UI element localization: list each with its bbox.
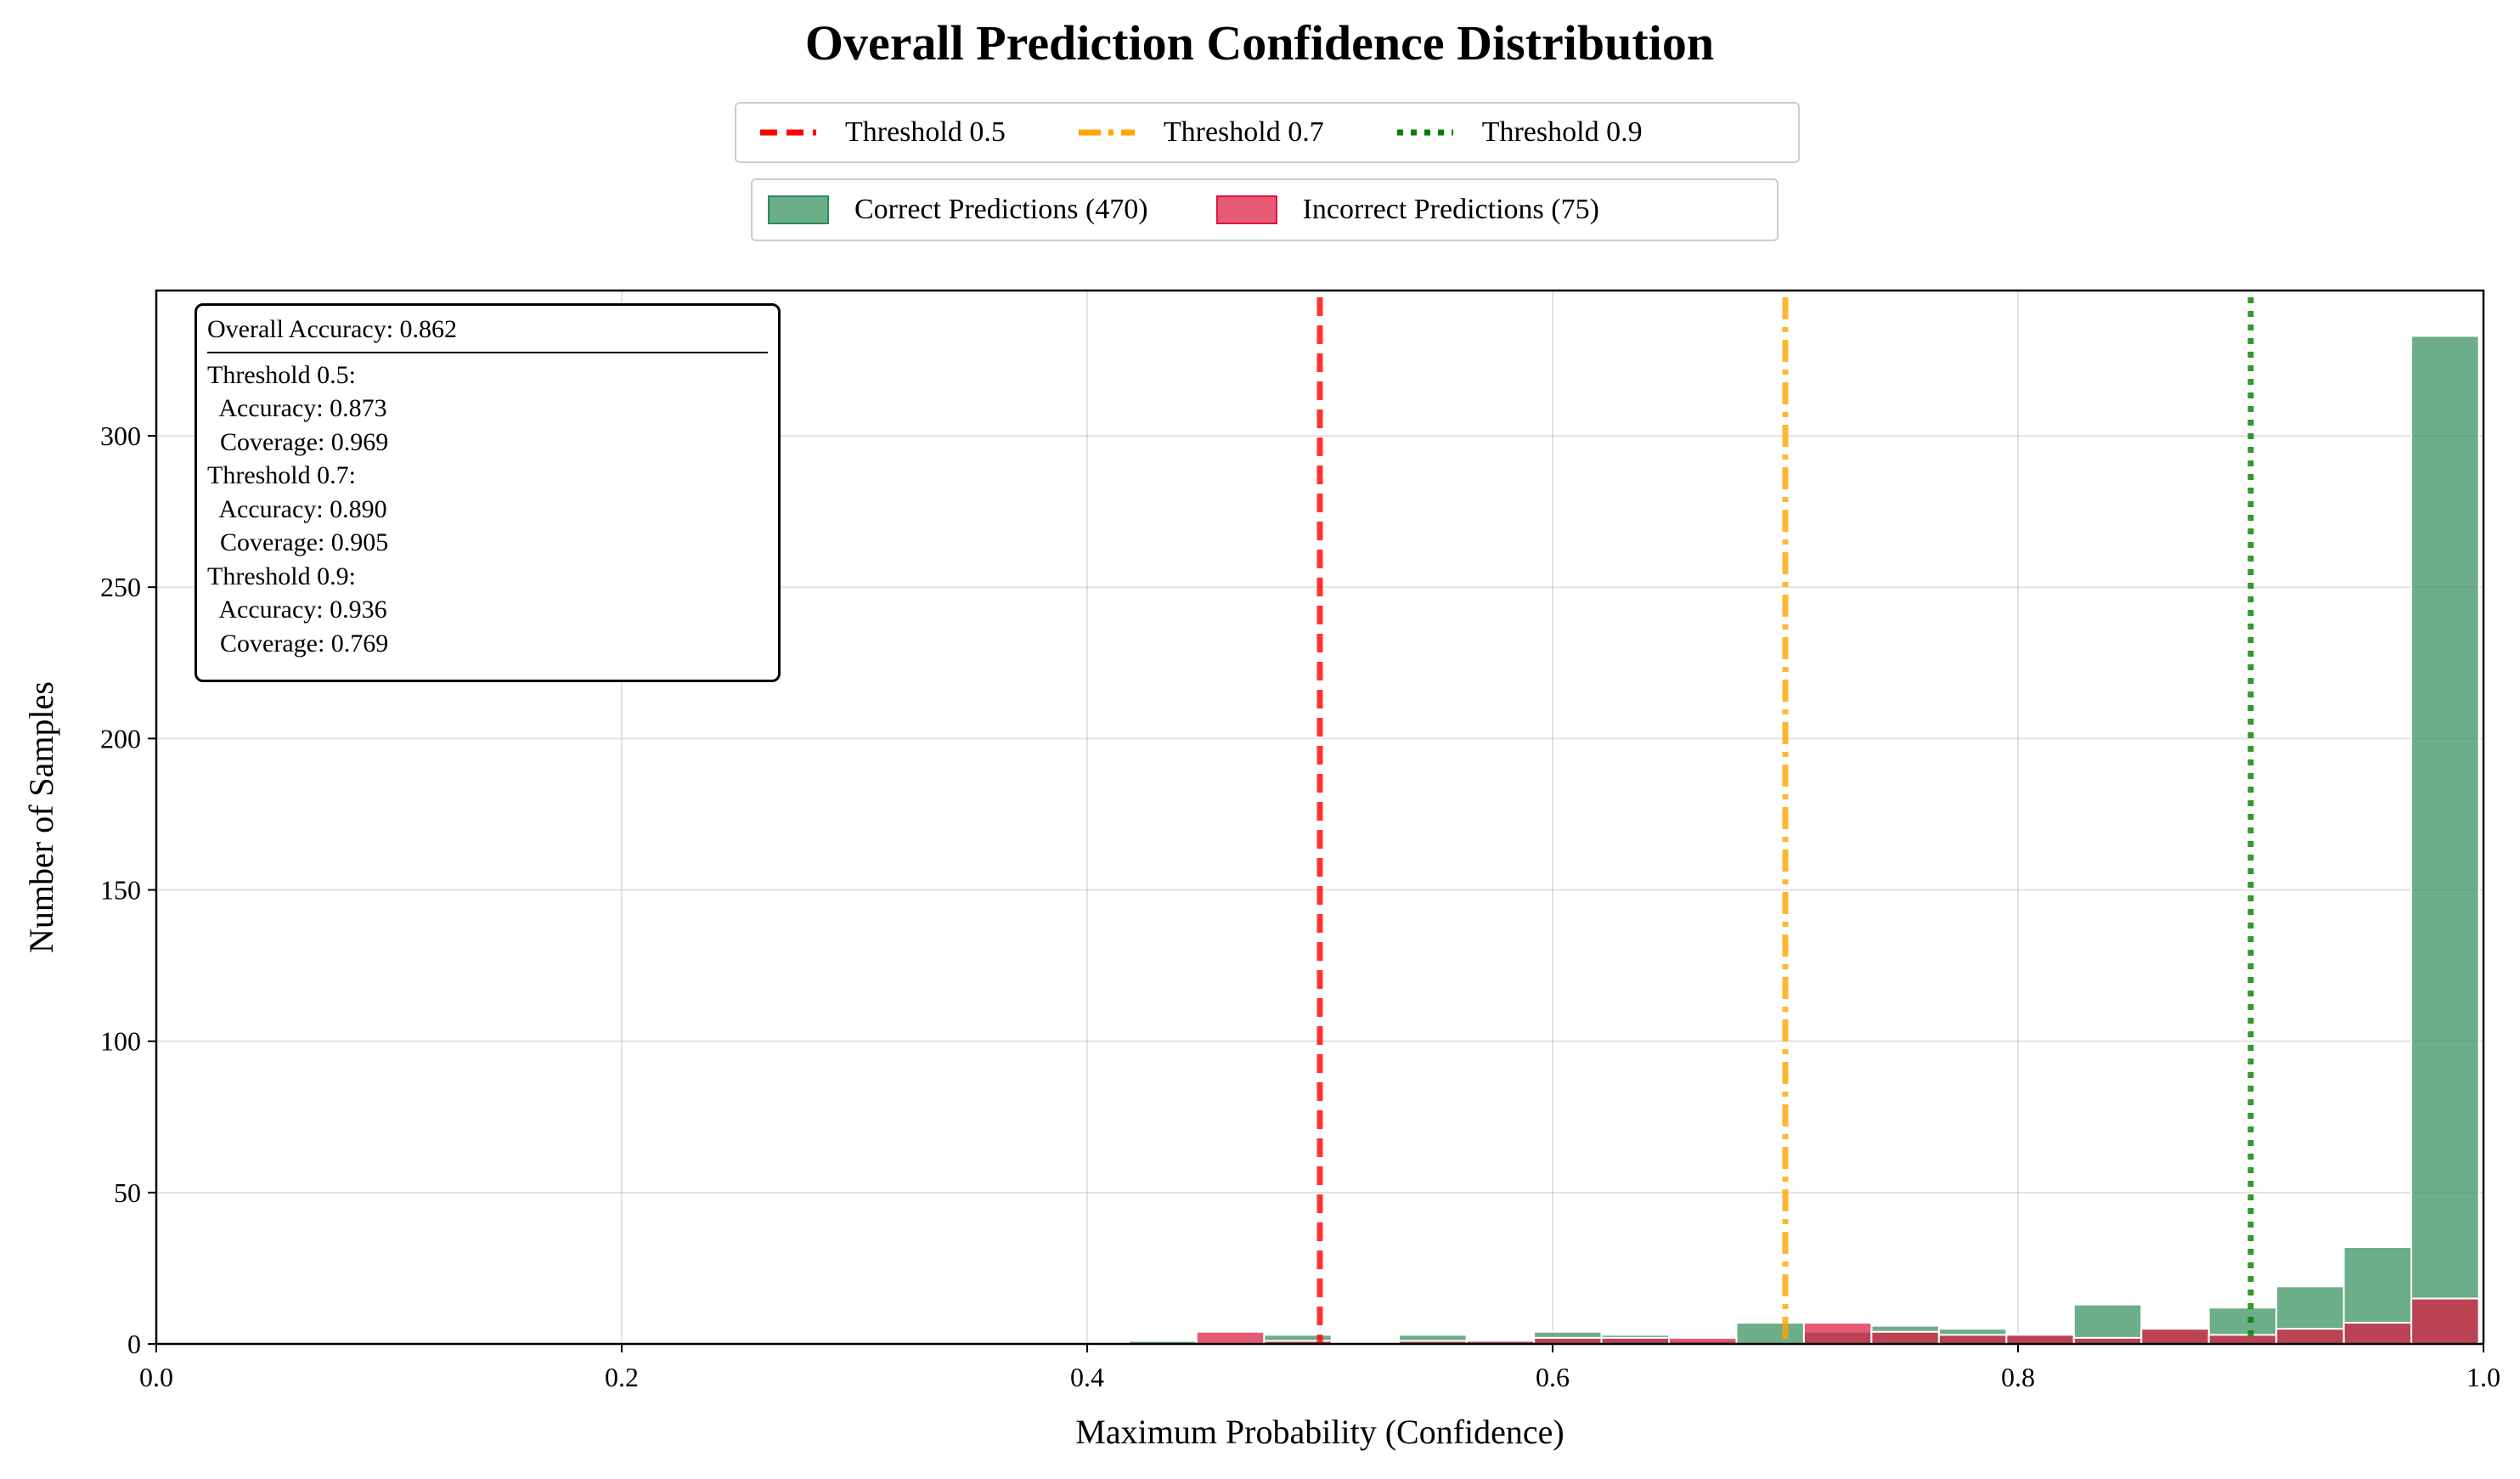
x-tick-label: 0.6	[1536, 1362, 1570, 1392]
y-tick-label: 150	[100, 875, 141, 906]
stats-line: Accuracy: 0.936	[207, 596, 387, 624]
stats-line: Coverage: 0.969	[207, 427, 389, 456]
dashdot-line-swatch-icon	[1078, 129, 1135, 136]
incorrect-bar	[2342, 1322, 2413, 1346]
y-tick-label: 200	[100, 723, 141, 754]
prediction-legend: Correct Predictions (470) Incorrect Pred…	[751, 178, 1779, 241]
stats-divider	[207, 351, 768, 353]
legend-label: Threshold 0.5	[845, 116, 1006, 148]
y-tick-label: 0	[127, 1329, 141, 1359]
stats-line: Threshold 0.5:	[207, 360, 356, 389]
legend-label: Threshold 0.9	[1481, 116, 1643, 148]
x-tick-label: 0.4	[1070, 1362, 1104, 1392]
y-tick-label: 50	[114, 1177, 141, 1208]
y-axis-label: Number of Samples	[22, 681, 60, 953]
stats-line: Coverage: 0.769	[207, 629, 389, 658]
incorrect-bar	[1870, 1330, 1940, 1345]
legend-label: Correct Predictions (470)	[854, 194, 1148, 225]
threshold-lines	[1316, 297, 2254, 1344]
y-tick-label: 250	[100, 572, 141, 602]
stats-line: Coverage: 0.905	[207, 528, 389, 556]
chart-title: Overall Prediction Confidence Distributi…	[805, 15, 1714, 71]
plot-frame	[155, 289, 2485, 1346]
x-axis-label: Maximum Probability (Confidence)	[1075, 1413, 1564, 1451]
threshold-legend: Threshold 0.5 Threshold 0.7 Threshold 0.…	[735, 102, 1800, 163]
stats-box: Overall Accuracy: 0.862 Threshold 0.5: A…	[194, 303, 781, 682]
incorrect-swatch-icon	[1215, 195, 1277, 224]
incorrect-bar	[2410, 1297, 2480, 1346]
legend-entry-correct: Correct Predictions (470)	[768, 194, 1148, 226]
legend-label: Threshold 0.7	[1163, 116, 1324, 148]
dashed-line-swatch-icon	[760, 129, 816, 136]
correct-bar	[1735, 1322, 1805, 1346]
correct-bar	[2410, 335, 2480, 1346]
y-tick-label: 100	[100, 1026, 141, 1057]
incorrect-bar	[1937, 1334, 2008, 1345]
y-tick-label: 300	[100, 421, 141, 451]
axis-ticks: 0.0 0.2 0.4 0.6 0.8 1.0 0 50 100 150 200 250 300	[100, 421, 2500, 1392]
stats-line: Accuracy: 0.873	[207, 394, 387, 422]
stats-line: Threshold 0.7:	[207, 461, 356, 489]
correct-swatch-icon	[768, 195, 829, 224]
incorrect-bar	[2207, 1334, 2278, 1345]
legend-entry-threshold-0-9: Threshold 0.9	[1396, 116, 1643, 149]
incorrect-bar	[1195, 1330, 1266, 1345]
overall-accuracy: Overall Accuracy: 0.862	[207, 315, 458, 343]
legend-entry-incorrect: Incorrect Predictions (75)	[1215, 194, 1599, 226]
legend-label: Incorrect Predictions (75)	[1302, 194, 1599, 225]
stats-line: Threshold 0.9:	[207, 562, 356, 590]
x-tick-label: 0.0	[139, 1362, 173, 1392]
incorrect-bar	[2005, 1334, 2075, 1345]
incorrect-bar	[2275, 1328, 2345, 1346]
incorrect-bar	[1802, 1322, 1873, 1346]
incorrect-bar	[2140, 1328, 2210, 1346]
legend-entry-threshold-0-7: Threshold 0.7	[1078, 116, 1324, 149]
x-tick-label: 1.0	[2466, 1362, 2500, 1392]
x-tick-label: 0.2	[605, 1362, 639, 1392]
x-tick-label: 0.8	[2001, 1362, 2035, 1392]
dotted-line-swatch-icon	[1396, 129, 1453, 136]
histogram-bars	[1128, 335, 2480, 1346]
legend-entry-threshold-0-5: Threshold 0.5	[760, 116, 1006, 149]
stats-line: Accuracy: 0.890	[207, 494, 387, 523]
